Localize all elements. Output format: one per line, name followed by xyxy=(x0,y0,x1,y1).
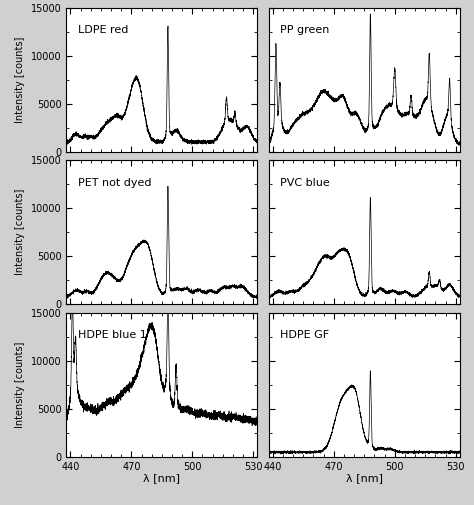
Text: LDPE red: LDPE red xyxy=(78,25,128,35)
Text: PP green: PP green xyxy=(280,25,329,35)
Y-axis label: Intensity [counts]: Intensity [counts] xyxy=(15,36,25,123)
X-axis label: λ [nm]: λ [nm] xyxy=(143,473,180,483)
Y-axis label: Intensity [counts]: Intensity [counts] xyxy=(15,342,25,428)
Y-axis label: Intensity [counts]: Intensity [counts] xyxy=(15,189,25,276)
Text: HDPE GF: HDPE GF xyxy=(280,330,329,340)
Text: PVC blue: PVC blue xyxy=(280,178,330,187)
X-axis label: λ [nm]: λ [nm] xyxy=(346,473,383,483)
Text: PET not dyed: PET not dyed xyxy=(78,178,151,187)
Text: HDPE blue 1: HDPE blue 1 xyxy=(78,330,146,340)
